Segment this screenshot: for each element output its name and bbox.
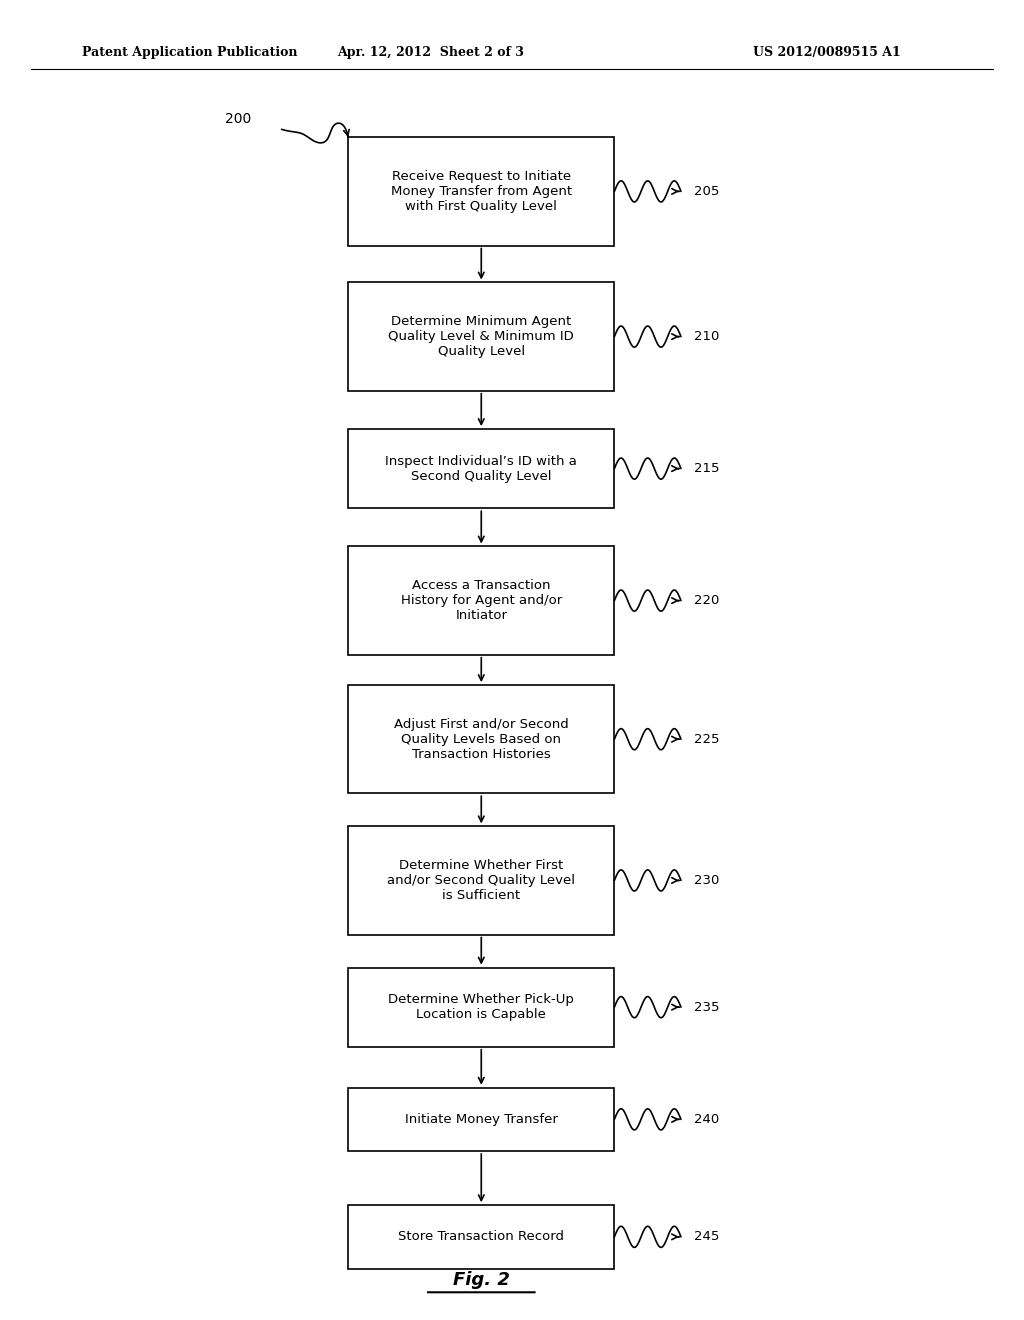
Text: Determine Minimum Agent
Quality Level & Minimum ID
Quality Level: Determine Minimum Agent Quality Level & … bbox=[388, 315, 574, 358]
Text: Determine Whether Pick-Up
Location is Capable: Determine Whether Pick-Up Location is Ca… bbox=[388, 993, 574, 1022]
Text: 215: 215 bbox=[694, 462, 720, 475]
FancyBboxPatch shape bbox=[348, 826, 614, 935]
Text: 245: 245 bbox=[694, 1230, 720, 1243]
FancyBboxPatch shape bbox=[348, 685, 614, 793]
Text: 200: 200 bbox=[225, 112, 252, 125]
Text: 210: 210 bbox=[694, 330, 720, 343]
Text: Initiate Money Transfer: Initiate Money Transfer bbox=[404, 1113, 558, 1126]
Text: Store Transaction Record: Store Transaction Record bbox=[398, 1230, 564, 1243]
Text: Patent Application Publication: Patent Application Publication bbox=[82, 46, 297, 59]
FancyBboxPatch shape bbox=[348, 546, 614, 655]
FancyBboxPatch shape bbox=[348, 1205, 614, 1269]
Text: Adjust First and/or Second
Quality Levels Based on
Transaction Histories: Adjust First and/or Second Quality Level… bbox=[394, 718, 568, 760]
Text: Receive Request to Initiate
Money Transfer from Agent
with First Quality Level: Receive Request to Initiate Money Transf… bbox=[391, 170, 571, 213]
Text: Apr. 12, 2012  Sheet 2 of 3: Apr. 12, 2012 Sheet 2 of 3 bbox=[337, 46, 523, 59]
Text: 225: 225 bbox=[694, 733, 720, 746]
Text: 230: 230 bbox=[694, 874, 720, 887]
Text: Access a Transaction
History for Agent and/or
Initiator: Access a Transaction History for Agent a… bbox=[400, 579, 562, 622]
FancyBboxPatch shape bbox=[348, 137, 614, 246]
Text: 235: 235 bbox=[694, 1001, 720, 1014]
Text: 220: 220 bbox=[694, 594, 720, 607]
Text: Fig. 2: Fig. 2 bbox=[453, 1271, 510, 1290]
FancyBboxPatch shape bbox=[348, 1088, 614, 1151]
FancyBboxPatch shape bbox=[348, 282, 614, 391]
Text: Determine Whether First
and/or Second Quality Level
is Sufficient: Determine Whether First and/or Second Qu… bbox=[387, 859, 575, 902]
FancyBboxPatch shape bbox=[348, 429, 614, 508]
Text: US 2012/0089515 A1: US 2012/0089515 A1 bbox=[754, 46, 901, 59]
FancyBboxPatch shape bbox=[348, 968, 614, 1047]
Text: Inspect Individual’s ID with a
Second Quality Level: Inspect Individual’s ID with a Second Qu… bbox=[385, 454, 578, 483]
Text: 205: 205 bbox=[694, 185, 720, 198]
Text: 240: 240 bbox=[694, 1113, 720, 1126]
